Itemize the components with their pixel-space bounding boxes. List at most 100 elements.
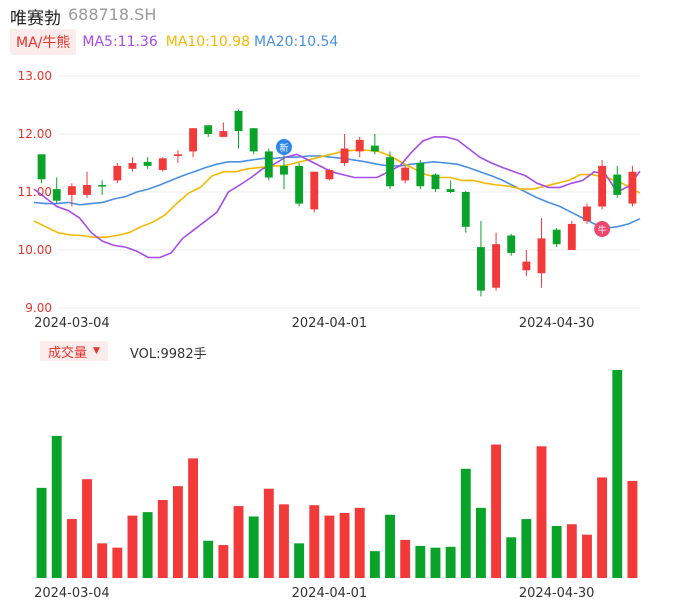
volume-bar [218,545,229,578]
volume-bar [369,551,380,578]
candle-body[interactable] [280,165,288,175]
volume-indicator-selector[interactable]: 成交量 ▼ [40,341,108,361]
y-tick-label: 9.00 [25,301,52,315]
ma10-line [33,149,641,238]
volume-bar [536,446,547,578]
volume-bar [112,547,123,578]
candle-body[interactable] [355,139,364,152]
ma20-line [33,155,641,229]
candle-body[interactable] [552,229,561,245]
volume-bar [248,516,259,578]
stock-name: 唯赛勃 [10,9,61,29]
volume-bar [354,507,365,578]
y-tick-label: 10.00 [18,243,52,257]
new-badge-label: 新 [279,142,288,154]
y-tick-label: 13.00 [18,69,52,83]
volume-bar [385,514,395,578]
candle-body[interactable] [401,167,410,181]
volume-bar [51,435,62,578]
candle-body[interactable] [37,154,46,180]
candle-body[interactable] [234,110,243,132]
candle-body[interactable] [67,186,76,195]
candle-body[interactable] [628,171,637,204]
ma5-value: MA5:11.36 [82,34,158,50]
volume-bar [97,543,108,578]
bull-badge-label: 牛 [598,224,607,236]
x-tick-label: 2024-04-01 [292,586,368,601]
volume-bar [157,500,168,578]
candle-body[interactable] [173,154,182,157]
ma20-value: MA20:10.54 [254,34,339,50]
ma10-value: MA10:10.98 [165,34,251,50]
candle-body[interactable] [158,158,167,170]
candle-body[interactable] [567,223,576,250]
volume-bar [445,546,456,578]
candle-body[interactable] [219,131,228,137]
candle-body[interactable] [507,235,516,253]
volume-bar [475,507,486,578]
candle-body[interactable] [522,261,531,271]
x-tick-label: 2024-03-04 [34,316,110,330]
ma-indicator-selector[interactable]: MA/牛熊 [10,29,77,55]
candle-body[interactable] [583,206,591,222]
candle-body[interactable] [295,165,304,204]
candle-body[interactable] [113,165,122,181]
new-stock-marker[interactable]: 新 [275,139,292,155]
volume-bar [566,524,577,578]
x-tick-label: 2024-04-01 [292,316,368,330]
volume-bar [415,545,426,578]
volume-bar [36,487,47,578]
candle-body[interactable] [598,165,607,207]
bull-badge-circle [594,221,611,237]
volume-bar [188,458,199,578]
volume-bar [82,479,92,578]
volume-bar [324,515,335,578]
volume-bar [597,477,608,578]
candle-body[interactable] [416,163,425,187]
y-tick-label: 12.00 [18,127,52,141]
candle-body[interactable] [83,185,91,195]
candle-body[interactable] [128,163,137,169]
new-badge-circle [275,139,292,155]
candle-body[interactable] [446,189,455,192]
volume-bar [203,540,214,578]
candle-body[interactable] [204,125,213,134]
volume-bar [491,444,502,578]
volume-bar [551,526,562,578]
caret-down-icon: ▼ [93,346,100,356]
volume-bar [142,512,153,578]
candle-body[interactable] [143,161,152,166]
candle-body[interactable] [249,128,258,152]
bull-marker[interactable]: 牛 [594,221,611,237]
candle-body[interactable] [537,238,546,274]
volume-bar [612,370,623,578]
volume-bar [66,519,77,578]
candle-body[interactable] [98,185,107,187]
volume-bar [263,488,274,578]
candle-body[interactable] [340,148,349,164]
volume-bar [506,537,517,578]
candle-body[interactable] [325,169,334,180]
candle-body[interactable] [492,244,501,288]
candle-body[interactable] [189,128,198,152]
volume-bar [521,519,532,578]
candle-body[interactable] [310,171,319,210]
volume-bar [339,513,350,578]
volume-tag-label: 成交量 [48,345,88,361]
ma-legend: MA/牛熊 MA5:11.36 MA10:10.98 MA20:10.54 [10,29,339,55]
candle-body[interactable] [370,145,379,152]
volume-bar [400,539,411,578]
x-tick-label: 2024-04-30 [519,316,595,330]
stock-code: 688718.SH [68,5,157,24]
candle-body[interactable] [264,151,273,178]
candle-body[interactable] [461,192,470,227]
candle-body[interactable] [613,174,622,195]
candle-body[interactable] [431,174,440,190]
x-tick-label: 2024-03-04 [34,586,110,601]
candle-body[interactable] [52,189,61,201]
candle-body[interactable] [476,247,485,291]
candle-body[interactable] [386,157,394,187]
volume-bar [172,486,183,578]
ma5-line [33,136,641,259]
